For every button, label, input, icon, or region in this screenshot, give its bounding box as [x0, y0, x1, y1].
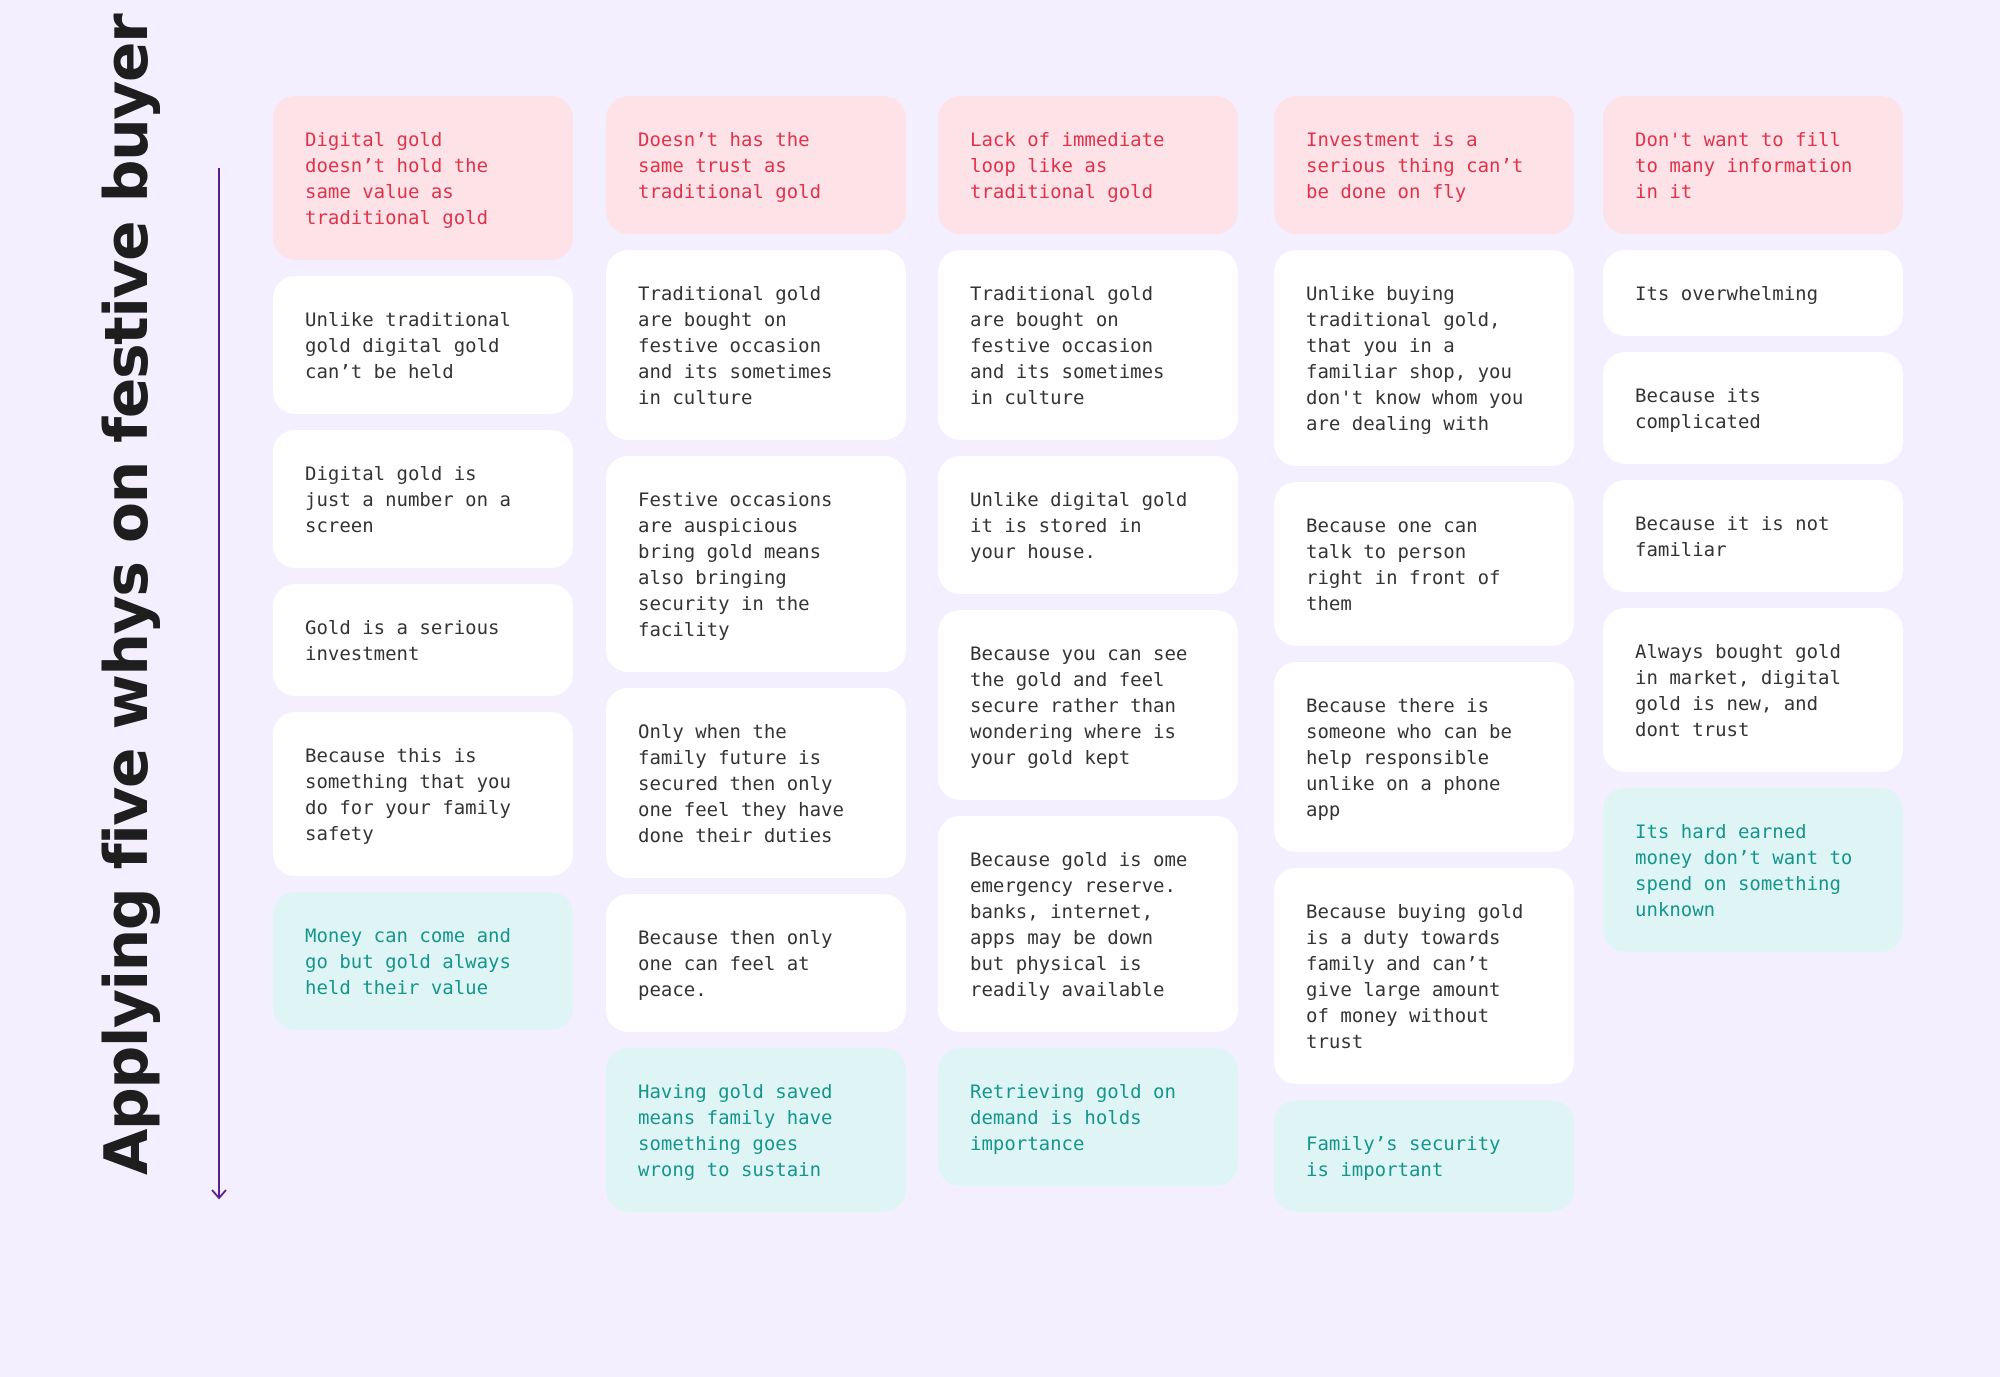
column-2: Doesn’t has the same trust as traditiona… [606, 96, 906, 1228]
root-cause-card: Having gold saved means family have some… [606, 1048, 906, 1212]
why-card-2: Digital gold is just a number on a scree… [273, 430, 573, 568]
problem-card: Don't want to fill to many information i… [1603, 96, 1903, 234]
root-cause-card: Family’s security is important [1274, 1100, 1574, 1212]
column-1: Digital gold doesn’t hold the same value… [273, 96, 573, 1046]
column-3: Lack of immediate loop like as tradition… [938, 96, 1238, 1202]
why-card-4: Because buying gold is a duty towards fa… [1274, 868, 1574, 1084]
why-card-2: Festive occasions are auspicious bring g… [606, 456, 906, 672]
down-arrow-icon [211, 168, 227, 1200]
why-card-1: Traditional gold are bought on festive o… [938, 250, 1238, 440]
problem-card: Doesn’t has the same trust as traditiona… [606, 96, 906, 234]
why-card-3: Because there is someone who can be help… [1274, 662, 1574, 852]
problem-card: Investment is a serious thing can’t be d… [1274, 96, 1574, 234]
why-card-4: Always bought gold in market, digital go… [1603, 608, 1903, 772]
root-cause-card: Its hard earned money don’t want to spen… [1603, 788, 1903, 952]
why-card-1: Unlike traditional gold digital gold can… [273, 276, 573, 414]
why-card-4: Because then only one can feel at peace. [606, 894, 906, 1032]
title-container: Applying five whys on festive buyer [92, 15, 162, 1175]
column-5: Don't want to fill to many information i… [1603, 96, 1903, 968]
why-card-1: Its overwhelming [1603, 250, 1903, 336]
root-cause-card: Money can come and go but gold always he… [273, 892, 573, 1030]
why-card-4: Because this is something that you do fo… [273, 712, 573, 876]
page-title: Applying five whys on festive buyer [92, 14, 162, 1175]
why-card-3: Because it is not familiar [1603, 480, 1903, 592]
column-4: Investment is a serious thing can’t be d… [1274, 96, 1574, 1228]
why-card-4: Because gold is ome emergency reserve. b… [938, 816, 1238, 1032]
why-card-3: Only when the family future is secured t… [606, 688, 906, 878]
why-card-2: Because its complicated [1603, 352, 1903, 464]
root-cause-card: Retrieving gold on demand is holds impor… [938, 1048, 1238, 1186]
why-card-3: Gold is a serious investment [273, 584, 573, 696]
problem-card: Lack of immediate loop like as tradition… [938, 96, 1238, 234]
why-card-2: Unlike digital gold it is stored in your… [938, 456, 1238, 594]
why-card-2: Because one can talk to person right in … [1274, 482, 1574, 646]
why-card-1: Traditional gold are bought on festive o… [606, 250, 906, 440]
why-card-3: Because you can see the gold and feel se… [938, 610, 1238, 800]
problem-card: Digital gold doesn’t hold the same value… [273, 96, 573, 260]
why-card-1: Unlike buying traditional gold, that you… [1274, 250, 1574, 466]
